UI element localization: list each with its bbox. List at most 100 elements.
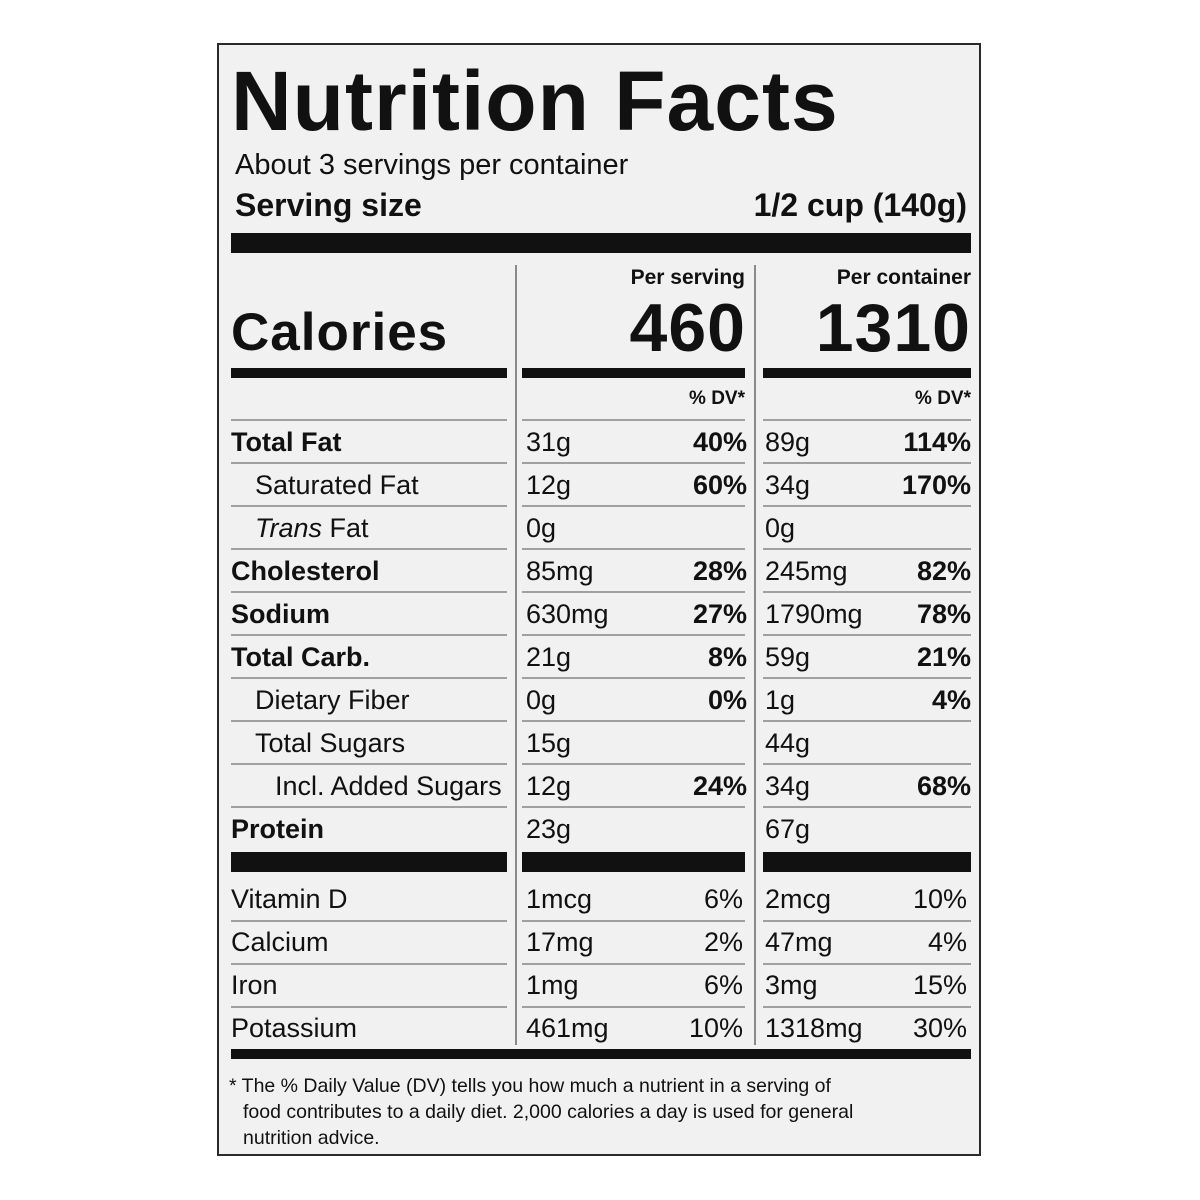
vitamin-row-2-serving-amount: 1mg <box>526 970 579 1000</box>
nutrient-row-2-line-label <box>231 505 507 507</box>
nutrient-row-4-line-serving <box>522 591 745 593</box>
vitamin-row-3-serving-dv: 10% <box>688 1013 743 1043</box>
nutrient-row-2-line-container <box>763 505 971 507</box>
nutrient-row-7-line-container <box>763 720 971 722</box>
vitamin-row-3-line-serving <box>522 1006 745 1008</box>
nutrient-row-4-label: Sodium <box>231 593 330 636</box>
nutrient-row-1-label-text: Saturated Fat <box>255 470 419 500</box>
vitamin-row-2-line-serving <box>522 963 745 965</box>
thick-divider-vitamins-serving <box>522 852 745 872</box>
vitamin-row-1-container-amount: 47mg <box>765 927 833 957</box>
nutrient-row-4-serving-amount: 630mg <box>526 599 609 629</box>
nutrient-row-5-serving-dv: 8% <box>707 642 747 672</box>
nutrient-row-1-line-container <box>763 462 971 464</box>
nutrient-row-5-serving-amount: 21g <box>526 642 572 672</box>
nutrient-row-1-line-serving <box>522 462 745 464</box>
nutrient-row-3-line-label <box>231 548 507 550</box>
nutrient-row-4-container-amount: 1790mg <box>765 599 863 629</box>
per-container-calories: 1310 <box>815 290 971 366</box>
nutrient-row-1-line-label <box>231 462 507 464</box>
nutrient-row-3-label-text: Cholesterol <box>231 556 380 586</box>
nutrient-row-3-serving-amount: 85mg <box>526 556 594 586</box>
nutrient-row-9-label: Protein <box>231 808 324 851</box>
nutrient-row-0-label: Total Fat <box>231 421 342 464</box>
column-divider-1 <box>515 265 517 1045</box>
vitamin-row-3-line-label <box>231 1006 507 1008</box>
nutrient-row-9-serving-amount: 23g <box>526 814 572 844</box>
vitamin-row-0-container-amount: 2mcg <box>765 884 832 914</box>
nutrient-row-0-line-container <box>763 419 971 421</box>
nutrient-row-8-line-serving <box>522 763 745 765</box>
nutrient-row-8-serving-dv: 24% <box>692 771 747 801</box>
per-serving-header: Per serving <box>630 266 745 289</box>
nutrient-row-6-line-container <box>763 677 971 679</box>
nutrient-row-2-container-amount: 0g <box>765 513 796 543</box>
nutrient-row-7-label: Total Sugars <box>255 722 405 765</box>
vitamin-row-2-label: Iron <box>231 970 278 1000</box>
nutrient-row-8-line-label <box>231 763 507 765</box>
nutrient-row-6-label: Dietary Fiber <box>255 679 410 722</box>
footnote-line-1: * The % Daily Value (DV) tells you how m… <box>229 1075 831 1097</box>
nutrient-row-9-label-text: Protein <box>231 814 325 844</box>
bottom-divider <box>231 1049 971 1059</box>
vitamin-row-2-container-amount: 3mg <box>765 970 818 1000</box>
nutrient-row-6-label-text: Dietary Fiber <box>255 685 410 715</box>
nutrient-row-0-serving-amount: 31g <box>526 427 572 457</box>
nutrient-row-0-line-label <box>231 419 507 421</box>
nutrient-row-2-line-serving <box>522 505 745 507</box>
nutrient-row-7-container-amount: 44g <box>765 728 811 758</box>
nutrient-row-1-serving-amount: 12g <box>526 470 572 500</box>
nutrient-row-8-serving-amount: 12g <box>526 771 572 801</box>
nutrient-row-7-line-serving <box>522 720 745 722</box>
vitamin-row-1-serving-amount: 17mg <box>526 927 594 957</box>
vitamin-row-3-container-amount: 1318mg <box>765 1013 863 1043</box>
nutrient-row-3-serving-dv: 28% <box>692 556 747 586</box>
nutrient-row-8-container-dv: 68% <box>916 771 971 801</box>
nutrient-row-2-label-italic: Trans <box>255 513 323 543</box>
footnote-line-3: nutrition advice. <box>243 1127 380 1149</box>
nutrient-row-5-container-dv: 21% <box>916 642 971 672</box>
nutrient-row-5-label-text: Total Carb. <box>231 642 371 672</box>
per-container-header: Per container <box>836 266 971 289</box>
nutrient-row-2-label-text: Fat <box>322 513 369 543</box>
nutrient-row-4-line-label <box>231 591 507 593</box>
vitamin-row-2-line-label <box>231 963 507 965</box>
nutrient-row-7-line-label <box>231 720 507 722</box>
nutrient-row-1-container-dv: 170% <box>901 470 971 500</box>
nutrient-row-2-label: Trans Fat <box>255 507 369 550</box>
per-serving-calories: 460 <box>629 290 746 366</box>
nutrient-row-9-line-serving <box>522 806 745 808</box>
nutrient-row-4-line-container <box>763 591 971 593</box>
nutrient-row-5-label: Total Carb. <box>231 636 370 679</box>
serving-size-label: Serving size <box>235 187 422 223</box>
vitamin-row-0-container-dv: 10% <box>912 884 967 914</box>
nutrient-row-6-container-dv: 4% <box>931 685 971 715</box>
nutrient-row-5-line-serving <box>522 634 745 636</box>
nutrient-row-2-serving-amount: 0g <box>526 513 557 543</box>
nutrient-row-8-label-text: Incl. Added Sugars <box>275 771 502 801</box>
vitamin-row-1-container-dv: 4% <box>927 927 967 957</box>
nutrient-row-0-container-amount: 89g <box>765 427 811 457</box>
nutrient-row-1-label: Saturated Fat <box>255 464 419 507</box>
calories-label: Calories <box>231 303 449 362</box>
nutrient-row-7-label-text: Total Sugars <box>255 728 406 758</box>
nutrient-row-7-serving-amount: 15g <box>526 728 572 758</box>
nutrient-row-3-line-serving <box>522 548 745 550</box>
nutrient-row-4-serving-dv: 27% <box>692 599 747 629</box>
vitamin-row-3-line-container <box>763 1006 971 1008</box>
nutrient-row-4-container-dv: 78% <box>916 599 971 629</box>
vitamin-row-1-serving-dv: 2% <box>703 927 743 957</box>
nutrient-row-0-container-dv: 114% <box>903 427 971 457</box>
calories-divider-label <box>231 368 507 378</box>
footnote-line-2: food contributes to a daily diet. 2,000 … <box>243 1101 854 1123</box>
vitamin-row-1-line-serving <box>522 920 745 922</box>
nutrient-row-9-line-container <box>763 806 971 808</box>
per-container-dv-header: % DV* <box>915 388 971 409</box>
nutrient-row-5-container-amount: 59g <box>765 642 811 672</box>
label-title: Nutrition Facts <box>231 54 839 148</box>
nutrition-facts-label: Nutrition Facts About 3 servings per con… <box>217 43 981 1156</box>
vitamin-row-2-serving-dv: 6% <box>703 970 743 1000</box>
vitamin-row-1-label: Calcium <box>231 927 329 957</box>
serving-size-value: 1/2 cup (140g) <box>753 187 967 223</box>
nutrient-row-0-serving-dv: 40% <box>692 427 747 457</box>
